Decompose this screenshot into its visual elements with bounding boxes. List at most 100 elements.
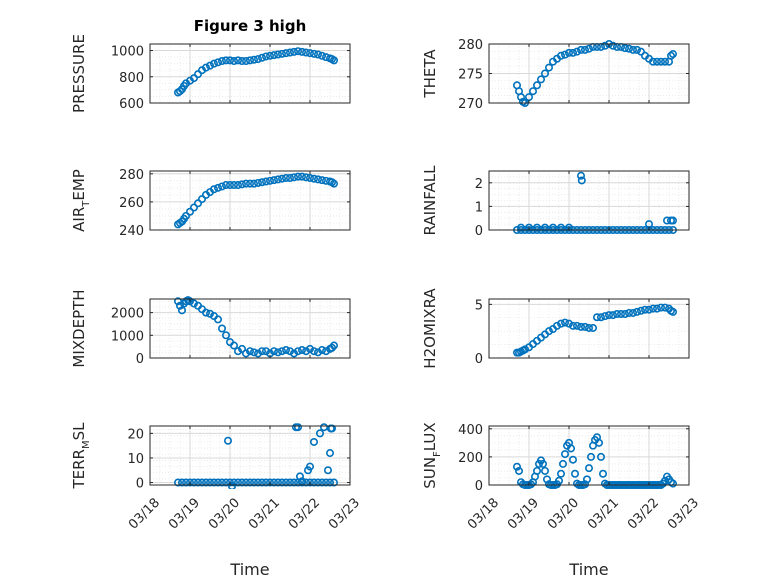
data-point — [596, 452, 605, 461]
data-point — [632, 45, 641, 54]
data-point — [281, 346, 290, 355]
data-point — [218, 182, 227, 191]
data-point — [242, 57, 251, 66]
data-point — [315, 429, 324, 438]
data-point — [577, 176, 586, 185]
y-tick-label: 800 — [119, 71, 144, 86]
data-point — [293, 423, 302, 432]
data-point — [584, 44, 593, 53]
data-point — [218, 478, 227, 487]
data-point — [584, 323, 593, 332]
data-series — [174, 296, 338, 358]
data-point — [254, 55, 263, 64]
data-point — [222, 331, 231, 340]
axes-1: 600 800 1000 PRESSURE — [70, 34, 351, 113]
data-point — [564, 319, 573, 328]
data-point — [628, 45, 637, 54]
y-tick-label: 0 — [136, 352, 144, 367]
data-point — [285, 48, 294, 57]
y-tick-label: 2 — [475, 177, 483, 192]
data-series — [174, 172, 338, 229]
data-point — [301, 173, 310, 182]
data-point — [194, 70, 203, 79]
data-point — [293, 47, 302, 56]
data-point — [582, 475, 591, 484]
data-point — [238, 478, 247, 487]
data-point — [560, 318, 569, 327]
data-point — [261, 347, 270, 356]
axes-7: 0 10 20 03/18 03/19 03/20 03/21 03/22 03/23 Time T… — [70, 422, 363, 579]
data-point — [174, 478, 183, 487]
data-point — [636, 306, 645, 315]
data-point — [596, 313, 605, 322]
data-point — [186, 297, 195, 306]
data-point — [226, 181, 235, 190]
data-point — [176, 301, 185, 310]
data-point — [305, 478, 314, 487]
data-point — [293, 172, 302, 181]
data-point — [329, 341, 338, 350]
data-point — [250, 478, 259, 487]
axes-box — [149, 298, 351, 359]
data-point — [269, 51, 278, 60]
data-point — [178, 478, 187, 487]
data-point — [329, 56, 338, 65]
data-point — [648, 304, 657, 313]
data-point — [532, 223, 541, 232]
x-tick-label: 03/18 — [465, 495, 502, 532]
data-point — [620, 44, 629, 53]
data-point — [222, 478, 231, 487]
y-tick-label: 1 — [475, 200, 483, 215]
data-point — [313, 348, 322, 357]
data-point — [309, 437, 318, 446]
x-tick-label: 03/18 — [126, 495, 163, 532]
data-point — [516, 223, 525, 232]
data-point — [568, 321, 577, 330]
data-point — [176, 87, 185, 96]
data-point — [228, 482, 236, 489]
y-tick-label: 280 — [119, 168, 144, 183]
data-point — [576, 171, 585, 180]
data-point — [214, 478, 223, 487]
data-point — [552, 321, 561, 330]
data-point — [281, 49, 290, 58]
data-point — [242, 349, 251, 358]
data-point — [536, 75, 545, 84]
y-tick-label: 0 — [475, 224, 483, 239]
data-point — [580, 45, 589, 54]
data-point — [257, 178, 266, 187]
data-point — [234, 478, 243, 487]
data-point — [238, 57, 247, 66]
data-point — [246, 478, 255, 487]
data-point — [242, 478, 251, 487]
x-tick-label: 03/19 — [505, 495, 542, 532]
data-point — [234, 56, 243, 65]
y-tick-label: 5 — [475, 298, 483, 313]
data-point — [301, 478, 310, 487]
data-point — [250, 348, 259, 357]
data-point — [636, 47, 645, 56]
data-point — [538, 459, 547, 468]
data-point — [317, 176, 326, 185]
data-point — [632, 307, 641, 316]
data-point — [660, 57, 669, 66]
data-point — [524, 223, 533, 232]
data-point — [285, 478, 294, 487]
data-point — [317, 478, 326, 487]
axes-box — [149, 43, 351, 104]
data-point — [652, 57, 661, 66]
axes-box — [488, 425, 690, 486]
data-point — [317, 346, 326, 355]
data-point — [576, 322, 585, 331]
data-point — [327, 424, 336, 433]
data-point — [277, 174, 286, 183]
data-point — [238, 344, 247, 353]
data-point — [190, 74, 199, 83]
y-tick-label: 1000 — [111, 45, 144, 60]
data-point — [242, 179, 251, 188]
data-point — [190, 478, 199, 487]
data-point — [317, 51, 326, 60]
data-point — [560, 50, 569, 59]
data-point — [323, 466, 332, 475]
data-point — [305, 49, 314, 58]
